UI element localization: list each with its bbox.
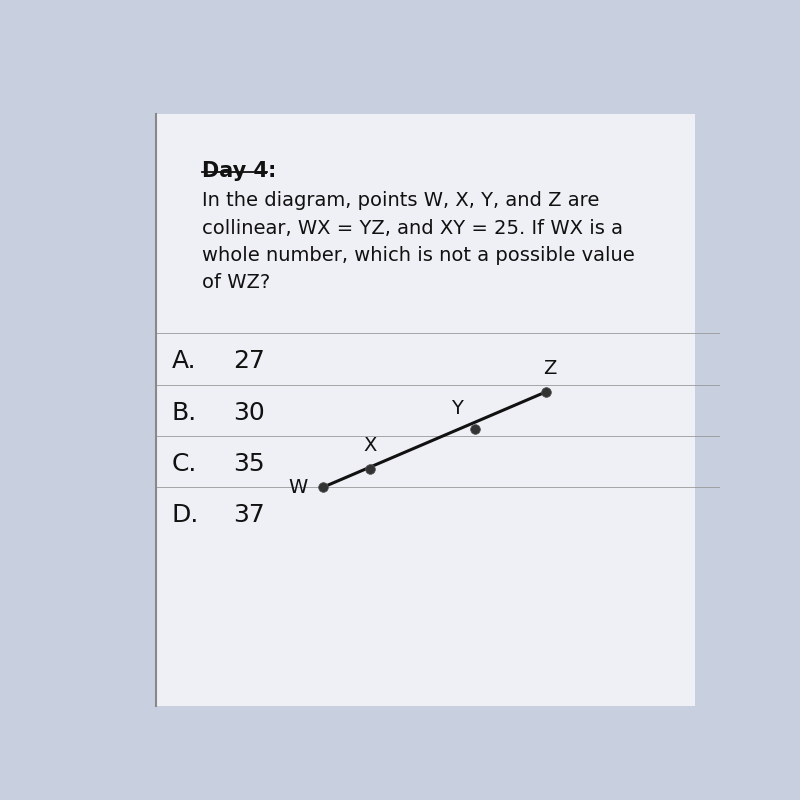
Text: 37: 37 — [234, 503, 265, 527]
Text: 30: 30 — [234, 401, 265, 425]
FancyBboxPatch shape — [156, 114, 695, 706]
Text: Y: Y — [451, 398, 462, 418]
Text: B.: B. — [171, 401, 197, 425]
Text: In the diagram, points W, X, Y, and Z are
collinear, WX = YZ, and XY = 25. If WX: In the diagram, points W, X, Y, and Z ar… — [202, 191, 635, 292]
Text: 27: 27 — [234, 350, 265, 374]
Text: C.: C. — [171, 452, 197, 476]
Text: 35: 35 — [234, 452, 265, 476]
Text: W: W — [289, 478, 308, 497]
Text: X: X — [363, 436, 376, 455]
Text: Day 4:: Day 4: — [202, 161, 277, 181]
Text: A.: A. — [171, 350, 196, 374]
Text: Z: Z — [543, 359, 556, 378]
Text: D.: D. — [171, 503, 198, 527]
